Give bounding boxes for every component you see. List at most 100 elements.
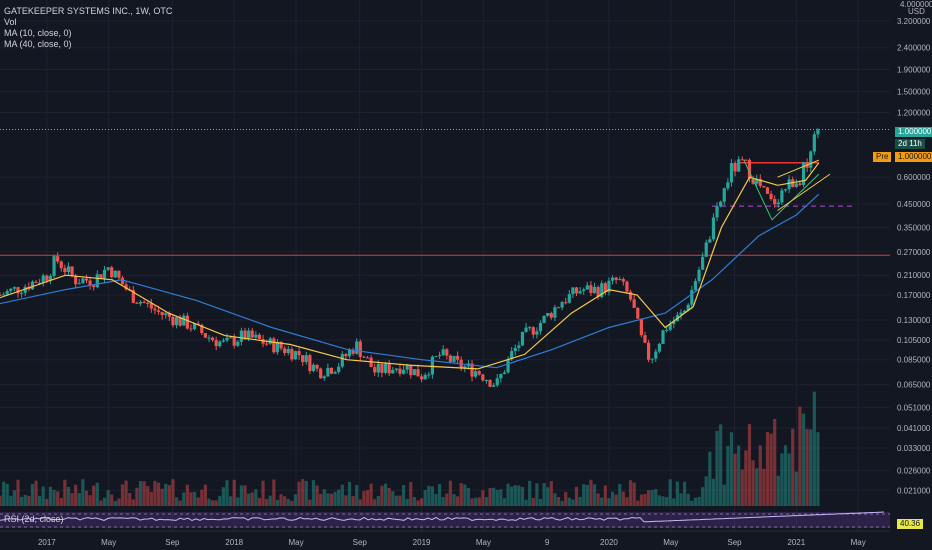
candle-body bbox=[679, 312, 683, 315]
volume-bar bbox=[592, 484, 597, 506]
volume-bar bbox=[646, 490, 651, 506]
rsi-legend[interactable]: RSI (2d, close) bbox=[4, 514, 64, 524]
last-price-tag: 1.000000 bbox=[895, 127, 932, 137]
candle-body bbox=[301, 355, 305, 363]
candle-body bbox=[632, 299, 636, 308]
candle-body bbox=[445, 349, 449, 356]
x-tick-label: May bbox=[851, 538, 866, 547]
volume-bar bbox=[704, 476, 708, 506]
candle-body bbox=[290, 349, 294, 360]
volume-bar bbox=[589, 479, 593, 506]
candle-body bbox=[567, 294, 571, 303]
candle-body bbox=[326, 367, 330, 377]
candle-body bbox=[243, 330, 247, 340]
volume-bar bbox=[794, 471, 798, 506]
candle-body bbox=[401, 369, 406, 374]
volume-bar bbox=[401, 485, 406, 506]
candle-body bbox=[380, 363, 384, 373]
candle-body bbox=[329, 367, 334, 374]
volume-bar bbox=[412, 496, 416, 506]
volume-bar bbox=[470, 498, 474, 506]
volume-bar bbox=[74, 484, 78, 506]
volume-bar bbox=[272, 479, 276, 506]
candle-body bbox=[156, 310, 161, 312]
candle-body bbox=[293, 351, 298, 360]
volume-bar bbox=[66, 486, 71, 506]
candle-body bbox=[391, 369, 395, 374]
volume-bar bbox=[250, 492, 254, 506]
volume-bar bbox=[701, 487, 705, 506]
volume-bar bbox=[95, 482, 99, 506]
volume-bar bbox=[571, 499, 575, 506]
y-tick-label: 0.170000 bbox=[897, 291, 931, 300]
candle-body bbox=[135, 302, 139, 304]
volume-bar bbox=[812, 391, 816, 506]
candle-body bbox=[553, 307, 557, 318]
volume-bar bbox=[603, 485, 607, 506]
volume-bar bbox=[517, 485, 521, 506]
candle-body bbox=[524, 327, 528, 332]
candle-body bbox=[171, 316, 175, 326]
y-tick-label: 1.900000 bbox=[897, 66, 931, 75]
volume-bar bbox=[236, 497, 240, 506]
volume-layer bbox=[0, 391, 820, 506]
volume-bar bbox=[301, 479, 305, 506]
volume-bar bbox=[315, 485, 319, 506]
candle-body bbox=[769, 193, 773, 200]
volume-bar bbox=[355, 484, 359, 506]
volume-bar bbox=[164, 483, 168, 506]
volume-bar bbox=[672, 498, 676, 506]
volume-bar bbox=[625, 497, 629, 506]
candle-body bbox=[203, 333, 207, 338]
legend-ma10[interactable]: MA (10, close, 0) bbox=[4, 28, 72, 38]
volume-bar bbox=[286, 498, 290, 506]
volume-bar bbox=[690, 500, 694, 506]
candle-body bbox=[618, 279, 622, 281]
volume-bar bbox=[34, 480, 38, 506]
candle-body bbox=[693, 281, 698, 290]
volume-bar bbox=[99, 500, 103, 506]
volume-bar bbox=[708, 451, 712, 506]
candle-body bbox=[164, 313, 168, 316]
wedge-line bbox=[743, 159, 773, 221]
volume-bar bbox=[48, 486, 53, 506]
candle-body bbox=[697, 269, 701, 282]
y-tick-label: 0.021000 bbox=[897, 486, 931, 495]
rsi-layer bbox=[0, 511, 890, 532]
candle-body bbox=[574, 287, 579, 294]
candle-body bbox=[758, 178, 762, 186]
legend-symbol[interactable]: GATEKEEPER SYSTEMS INC., 1W, OTC bbox=[4, 6, 173, 16]
candle-body bbox=[719, 201, 723, 207]
trend-layer bbox=[743, 159, 831, 221]
volume-bar bbox=[499, 489, 503, 506]
candle-body bbox=[142, 301, 146, 303]
volume-bar bbox=[513, 485, 517, 506]
candle-body bbox=[365, 357, 370, 359]
candle-body bbox=[776, 202, 780, 205]
volume-bar bbox=[535, 483, 539, 506]
volume-bar bbox=[347, 481, 352, 506]
volume-bar bbox=[614, 494, 618, 506]
candle-body bbox=[672, 321, 676, 324]
candle-body bbox=[452, 355, 456, 362]
volume-bar bbox=[106, 490, 110, 506]
volume-bar bbox=[765, 432, 770, 506]
volume-bar bbox=[719, 424, 723, 506]
candle-body bbox=[34, 281, 38, 283]
candle-body bbox=[477, 371, 481, 375]
volume-bar bbox=[153, 480, 157, 506]
volume-bar bbox=[322, 489, 326, 506]
volume-bar bbox=[113, 500, 117, 506]
legend-ma40[interactable]: MA (40, close, 0) bbox=[4, 39, 72, 49]
candle-body bbox=[549, 313, 553, 318]
volume-bar bbox=[632, 482, 636, 506]
legend-volume[interactable]: Vol bbox=[4, 17, 17, 27]
candle-body bbox=[344, 354, 348, 357]
y-tick-label: 0.041000 bbox=[897, 424, 931, 433]
volume-bar bbox=[30, 483, 35, 506]
volume-bar bbox=[369, 483, 373, 506]
candle-body bbox=[319, 368, 323, 379]
candle-body bbox=[304, 355, 308, 363]
volume-bar bbox=[686, 493, 690, 506]
